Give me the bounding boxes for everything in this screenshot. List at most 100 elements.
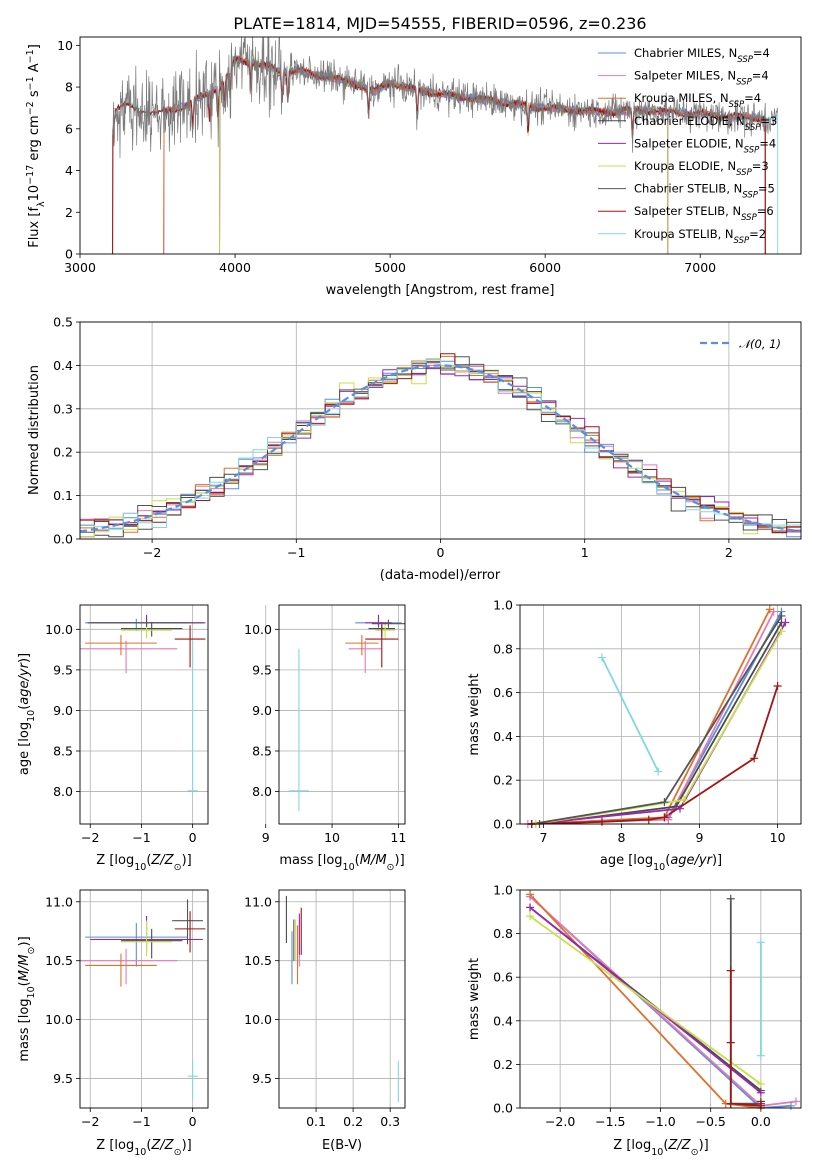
x-axis-label: E(B-V) xyxy=(322,1138,362,1153)
y-tick-label: 4 xyxy=(65,163,73,178)
legend-sub: SSP xyxy=(741,213,757,223)
panel-mass-vs-EBV: 0.1 0.2 0.3 9.5 10.0 10.5 11.0 E(B-V) xyxy=(244,889,406,1153)
legend-label: Kroupa STELIB, NSSP=2 xyxy=(634,227,766,246)
mass-weight-line xyxy=(531,615,783,824)
label-part: −1 xyxy=(25,49,36,63)
label-part: 10 xyxy=(653,862,665,873)
label-part: M/M xyxy=(17,954,32,981)
x-tick-label: 6000 xyxy=(529,260,561,275)
legend-text: Salpeter STELIB, N xyxy=(634,204,741,218)
plot-area xyxy=(529,893,797,1108)
data-point-marker xyxy=(781,618,790,627)
legend-sub: SSP xyxy=(736,168,752,178)
x-axis-label: Z [log10(Z/Z⊙)] xyxy=(613,1138,708,1158)
data-point-marker xyxy=(597,817,606,826)
label-part: mass [log xyxy=(17,998,32,1061)
label-part: )] xyxy=(395,853,405,868)
data-point-marker xyxy=(726,1099,735,1108)
data-point-marker xyxy=(676,804,685,813)
x-tick-label: 11 xyxy=(390,830,406,845)
normal-curve xyxy=(80,364,801,533)
data-point-marker xyxy=(726,894,735,903)
data-point-marker xyxy=(660,813,669,822)
x-tick-label: 0 xyxy=(189,1114,197,1129)
x-tick-label: −1.5 xyxy=(595,1114,625,1129)
y-tick-label: 10.0 xyxy=(45,622,73,637)
y-tick-label: 9.0 xyxy=(252,703,272,718)
label-part: )] xyxy=(17,936,32,946)
axes-frame xyxy=(79,36,802,255)
x-tick-label: 0 xyxy=(189,830,197,845)
panel-mass-vs-Z: −2 −1 09.510.010.511.0Z [log10(Z/Z⊙)]mass … xyxy=(17,889,209,1158)
y-tick-label: 0.6 xyxy=(493,970,513,985)
x-tick-label: −2.0 xyxy=(545,1114,575,1129)
x-tick-label: −1 xyxy=(287,545,305,560)
x-tick-label: 2 xyxy=(725,545,733,560)
data-point-marker xyxy=(756,938,765,947)
label-part: ( xyxy=(355,853,360,868)
y-tick-label: 8.0 xyxy=(252,784,272,799)
y-tick-label: 0.0 xyxy=(493,817,513,832)
label-part: 10 xyxy=(26,986,37,998)
label-part: ( xyxy=(146,1138,151,1153)
data-point-marker xyxy=(644,815,653,824)
data-point-marker xyxy=(679,795,688,804)
label-part: λ xyxy=(36,201,47,207)
label-part: M/M xyxy=(360,853,387,868)
legend-label: Salpeter ELODIE, NSSP=4 xyxy=(634,136,776,155)
data-point-marker xyxy=(765,605,774,614)
data-point-marker xyxy=(756,1080,765,1089)
plot-area xyxy=(288,614,405,812)
data-point-marker xyxy=(597,653,606,662)
legend-tail: =4 xyxy=(752,69,769,83)
label-part: −1 xyxy=(25,76,36,90)
plot-area xyxy=(527,608,787,824)
legend-sub: SSP xyxy=(729,100,745,110)
axes-frame xyxy=(278,604,406,825)
legend-tail: =3 xyxy=(752,159,769,173)
x-tick-label: 1 xyxy=(581,545,589,560)
plot-area xyxy=(80,899,206,1100)
x-tick-label: 5000 xyxy=(374,260,406,275)
x-tick-label: −1 xyxy=(132,1114,150,1129)
label-part: −17 xyxy=(25,165,36,185)
label-part: ( xyxy=(665,853,670,868)
label-part: )] xyxy=(182,853,192,868)
y-axis-label: mass weight xyxy=(467,673,482,755)
y-tick-label: 8 xyxy=(65,80,73,95)
data-point-marker xyxy=(773,682,782,691)
label-part: ] xyxy=(27,44,42,49)
x-tick-label: 7 xyxy=(539,830,547,845)
y-tick-label: 0.0 xyxy=(493,1101,513,1116)
observed-spectrum-line xyxy=(112,37,779,159)
y-axis-label: mass [log10(M/M⊙)] xyxy=(17,936,37,1061)
legend-label: Salpeter MILES, NSSP=4 xyxy=(634,69,769,88)
legend-tail: =3 xyxy=(760,114,777,128)
x-tick-label: 4000 xyxy=(219,260,251,275)
y-tick-label: 0.8 xyxy=(493,926,513,941)
panel-mass-weight-vs-age: 7 8 9 10 0.0 0.2 0.4 0.6 0.8 1.0 mass weight age [l… xyxy=(467,598,802,873)
y-tick-label: 9.5 xyxy=(252,662,272,677)
model-spectrum-line xyxy=(163,55,766,254)
label-part: ⊙ xyxy=(691,1147,699,1158)
x-tick-label: 0.1 xyxy=(306,1114,326,1129)
x-tick-label: 3000 xyxy=(64,260,96,275)
plot-area xyxy=(80,614,206,792)
x-tick-label: −2 xyxy=(81,1114,99,1129)
x-axis-label: (data-model)/error xyxy=(380,568,501,583)
y-tick-label: 9.5 xyxy=(53,1071,73,1086)
label-part: erg cm xyxy=(27,115,42,164)
legend-sub: SSP xyxy=(744,145,760,155)
mass-weight-line xyxy=(529,895,797,1107)
legend-sub: SSP xyxy=(736,78,752,88)
label-part: 10 xyxy=(27,185,42,202)
label-part: Z/Z xyxy=(150,853,174,868)
data-point-marker xyxy=(769,607,778,616)
axes-frame xyxy=(79,604,209,825)
y-tick-label: 11.0 xyxy=(45,894,73,909)
label-part: −2 xyxy=(25,101,36,115)
legend-tail: =6 xyxy=(757,204,774,218)
legend-label: Salpeter STELIB, NSSP=6 xyxy=(634,204,774,223)
label-part: s xyxy=(27,90,42,101)
x-axis-label: Z [log10(Z/Z⊙)] xyxy=(96,853,191,873)
